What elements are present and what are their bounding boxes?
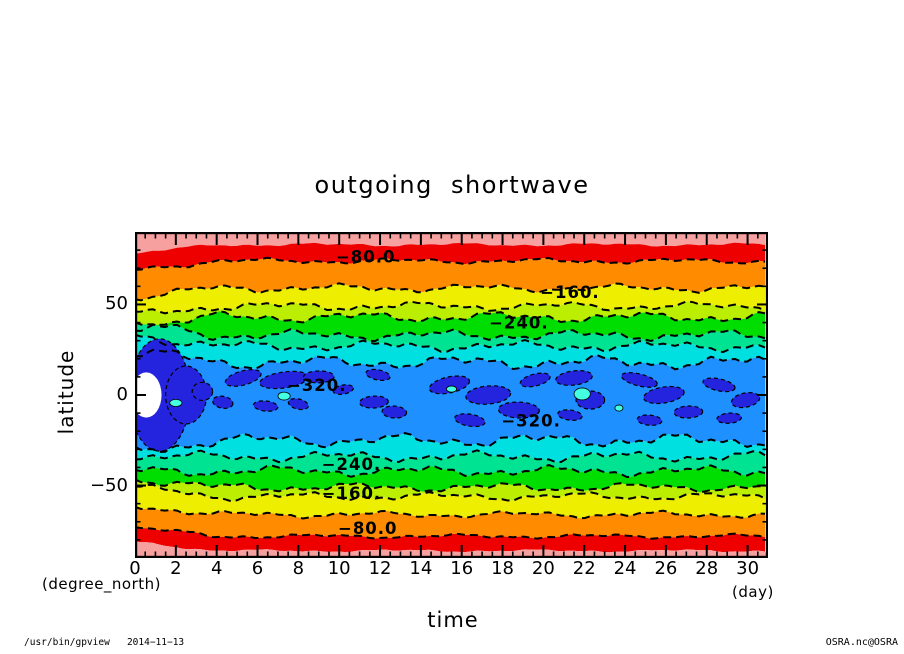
y-tick-label: −50 <box>90 474 128 496</box>
contour-blob <box>428 375 471 395</box>
contour-label: −320. <box>501 411 561 430</box>
x-tick-label: 18 <box>491 558 514 579</box>
contour-spot <box>445 385 458 393</box>
chart-title: outgoing shortwave <box>314 171 590 199</box>
contour-label: −320. <box>287 376 347 395</box>
contour-blob <box>643 385 685 405</box>
contour-lines <box>134 256 766 540</box>
contour-spot <box>169 398 183 407</box>
footer-command-text: /usr/bin/gpview 2014−11−13 <box>24 637 185 648</box>
contour-blob <box>497 401 540 419</box>
x-tick-label: 28 <box>695 558 719 579</box>
contour-label: −80.0 <box>336 247 396 266</box>
contour-label: −160. <box>540 283 600 302</box>
contour-spot <box>573 387 591 401</box>
x-tick-label: 24 <box>613 558 637 579</box>
contour-blob <box>519 372 551 388</box>
contour-blob <box>702 377 736 393</box>
contour-label: −240. <box>489 314 549 333</box>
contour-spot <box>277 391 291 401</box>
footer-dataset-text: OSRA.nc@OSRA <box>825 637 898 648</box>
x-tick-label: 14 <box>409 558 433 579</box>
contour-blob <box>252 400 279 412</box>
x-tick-label: 20 <box>531 558 555 579</box>
x-tick-label: 6 <box>251 558 264 579</box>
contour-blob <box>557 409 583 421</box>
x-tick-label: 26 <box>654 558 678 579</box>
x-tick-label: 0 <box>129 558 141 579</box>
contour-blob <box>365 368 391 381</box>
contour-blob <box>730 392 761 409</box>
contour-blob <box>359 395 389 409</box>
x-tick-label: 30 <box>736 558 760 579</box>
plot-border <box>134 231 769 559</box>
contour-blob <box>620 372 658 388</box>
contour-blob <box>454 413 486 428</box>
y-axis-unit: (degree_north) <box>42 575 162 593</box>
x-tick-label: 16 <box>450 558 474 579</box>
y-tick-label: 50 <box>105 293 128 315</box>
contour-plot: −80.0 −160. −240. −320. −320. −240. −160. −80.0 <box>128 231 769 559</box>
contour-blob <box>224 369 262 387</box>
contour-blob <box>381 405 408 419</box>
contour-spot <box>614 404 624 412</box>
contour-blob <box>636 414 663 426</box>
x-tick-label: 8 <box>292 558 305 579</box>
contour-label: −240. <box>322 455 382 474</box>
x-tick-label: 2 <box>170 558 182 579</box>
white-extreme-core <box>130 372 162 418</box>
contour-blob <box>465 385 512 405</box>
contour-blob <box>287 397 309 411</box>
x-axis-label: time <box>427 608 479 632</box>
x-tick-label: 4 <box>210 558 223 579</box>
contour-value-labels: −80.0 −160. −240. −320. −320. −240. −160. −80.0 <box>287 247 600 538</box>
x-tick-label: 22 <box>572 558 596 579</box>
x-tick-label: 12 <box>368 558 392 579</box>
contour-blob <box>302 370 335 384</box>
x-tick-label: 10 <box>327 558 351 579</box>
contour-blob <box>673 405 704 419</box>
contour-blob <box>332 384 354 395</box>
equator-blobs <box>169 368 761 428</box>
contour-plot-canvas: −80.0 −160. −240. −320. −320. −240. −160. −80.0 <box>128 231 769 559</box>
x-axis-unit: (day) <box>732 583 774 601</box>
contour-label: −80.0 <box>338 519 398 538</box>
contour-blob <box>716 412 743 424</box>
contour-blob <box>212 395 234 409</box>
y-tick-label: 0 <box>116 384 128 405</box>
contour-blob <box>555 370 593 386</box>
contour-label: −160. <box>322 484 382 503</box>
